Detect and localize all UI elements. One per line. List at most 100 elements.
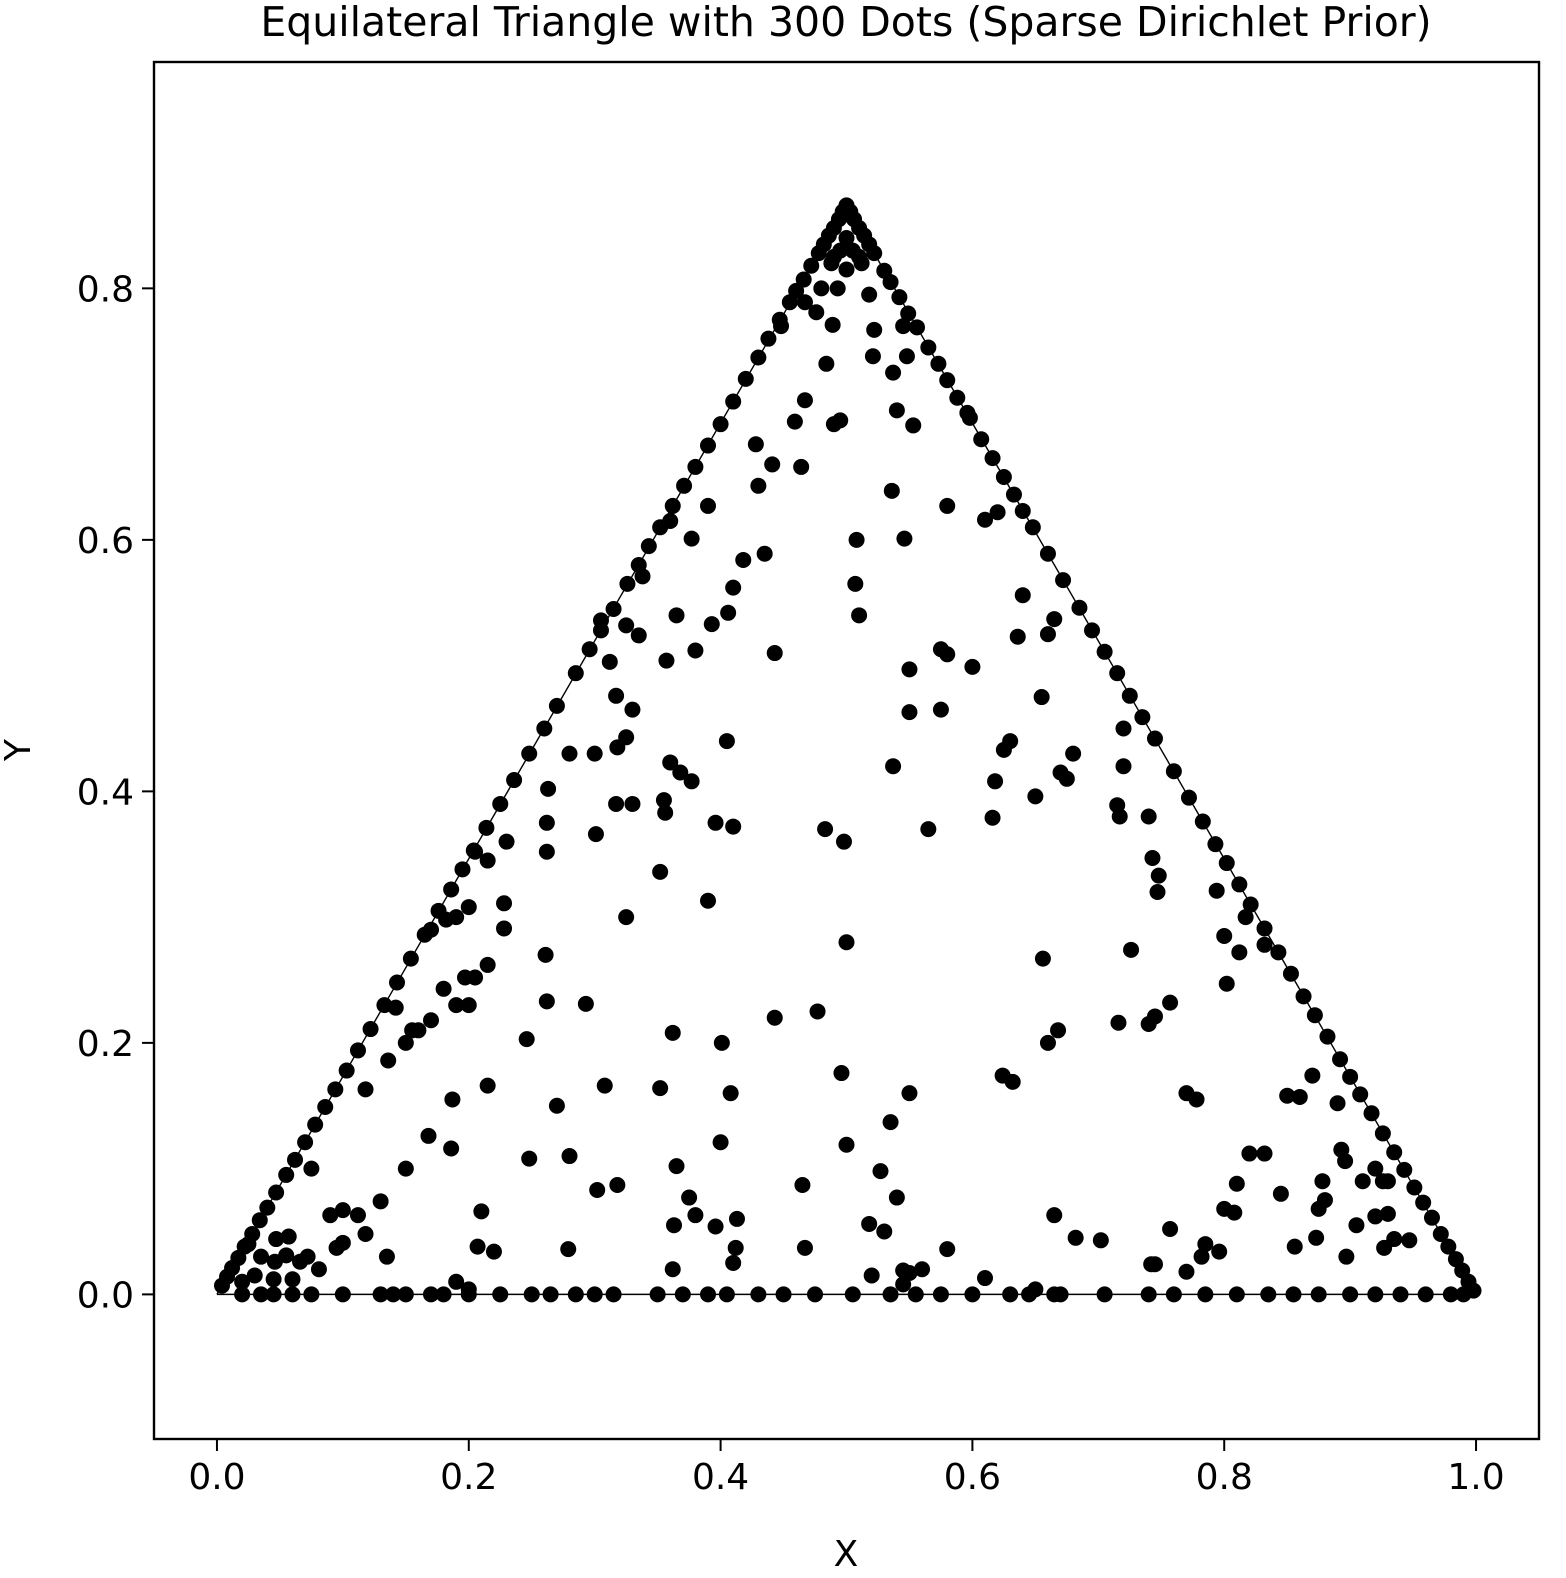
data-point [485, 1243, 502, 1260]
data-point [624, 795, 641, 812]
data-point [560, 1241, 577, 1258]
data-point [1096, 1286, 1113, 1303]
data-point [1237, 909, 1254, 926]
data-point [1071, 599, 1088, 616]
data-point [1337, 1153, 1354, 1170]
data-point [1228, 1286, 1245, 1303]
data-point [964, 1286, 981, 1303]
data-point [609, 739, 626, 756]
data-point [1319, 1028, 1336, 1045]
data-point [246, 1267, 263, 1284]
data-point [1442, 1286, 1459, 1303]
data-point [794, 1176, 811, 1193]
data-point [567, 665, 584, 682]
data-point [540, 780, 557, 797]
x-tick-label: 0.0 [188, 1457, 245, 1498]
data-point [901, 661, 918, 678]
data-point [448, 997, 465, 1014]
data-point [803, 257, 820, 274]
data-point [1256, 920, 1273, 937]
data-point [861, 1215, 878, 1232]
data-point [888, 1189, 905, 1206]
data-point [423, 921, 439, 938]
data-point [1197, 1286, 1214, 1303]
data-point [664, 497, 681, 514]
data-point [895, 318, 912, 335]
data-point [1121, 687, 1138, 704]
data-point [1143, 1256, 1160, 1273]
data-point [265, 1286, 282, 1303]
data-point [473, 1203, 490, 1220]
data-point [838, 230, 855, 247]
y-axis-label: Y [0, 738, 39, 762]
data-point [1241, 1145, 1258, 1162]
data-point [1354, 1173, 1371, 1190]
data-point [338, 1062, 355, 1079]
data-point [720, 604, 737, 621]
data-point [521, 1150, 538, 1167]
data-point [357, 1081, 374, 1098]
data-point [977, 1270, 993, 1287]
data-point [586, 745, 603, 762]
data-point [866, 321, 883, 338]
data-point [1194, 813, 1211, 830]
data-point [895, 1262, 912, 1279]
data-point [882, 1286, 899, 1303]
data-point [380, 1052, 397, 1069]
y-tick-label: 0.8 [77, 269, 134, 310]
data-point [518, 1031, 535, 1048]
data-point [292, 1253, 309, 1270]
data-point [863, 1267, 880, 1284]
data-point [833, 1065, 850, 1082]
data-point [1285, 1286, 1302, 1303]
data-point [1367, 1286, 1384, 1303]
data-point [479, 852, 496, 869]
data-point [608, 795, 625, 812]
data-point [756, 545, 773, 562]
data-point [624, 701, 641, 718]
data-point [234, 1286, 251, 1303]
data-point [725, 1254, 742, 1271]
data-point [676, 477, 693, 494]
data-point [469, 1238, 486, 1255]
x-axis-label: X [834, 1534, 859, 1575]
data-point [866, 245, 883, 262]
data-point [1092, 1232, 1109, 1249]
data-point [725, 818, 742, 835]
data-point [478, 819, 495, 836]
data-point [973, 431, 990, 448]
data-point [795, 271, 812, 288]
x-tick-label: 0.2 [440, 1457, 497, 1498]
data-point [592, 612, 609, 629]
data-point [872, 1163, 889, 1180]
data-point [1180, 789, 1197, 806]
data-point [750, 477, 767, 494]
data-point [1146, 730, 1163, 747]
data-point [1256, 1145, 1273, 1162]
data-point [1067, 1229, 1084, 1246]
data-point [1415, 1194, 1432, 1211]
data-point [939, 497, 956, 514]
data-point [1272, 1185, 1289, 1202]
data-point [853, 255, 870, 272]
data-point [1396, 1161, 1413, 1178]
data-point [240, 1236, 257, 1253]
data-point [334, 1202, 351, 1219]
data-point [1332, 1051, 1349, 1068]
data-point [760, 330, 777, 347]
data-point [1165, 763, 1182, 780]
data-point [1310, 1286, 1327, 1303]
data-point [1046, 611, 1063, 628]
data-point [1401, 1232, 1418, 1249]
data-point [766, 645, 783, 662]
data-point [397, 1160, 414, 1177]
data-point [479, 1077, 496, 1094]
data-point [683, 773, 700, 790]
data-point [387, 999, 404, 1016]
data-point [1374, 1125, 1391, 1142]
data-point [1162, 1220, 1179, 1237]
data-point [920, 339, 937, 356]
data-point [1004, 1073, 1021, 1090]
data-point [1050, 1022, 1067, 1039]
data-point [372, 1286, 389, 1303]
